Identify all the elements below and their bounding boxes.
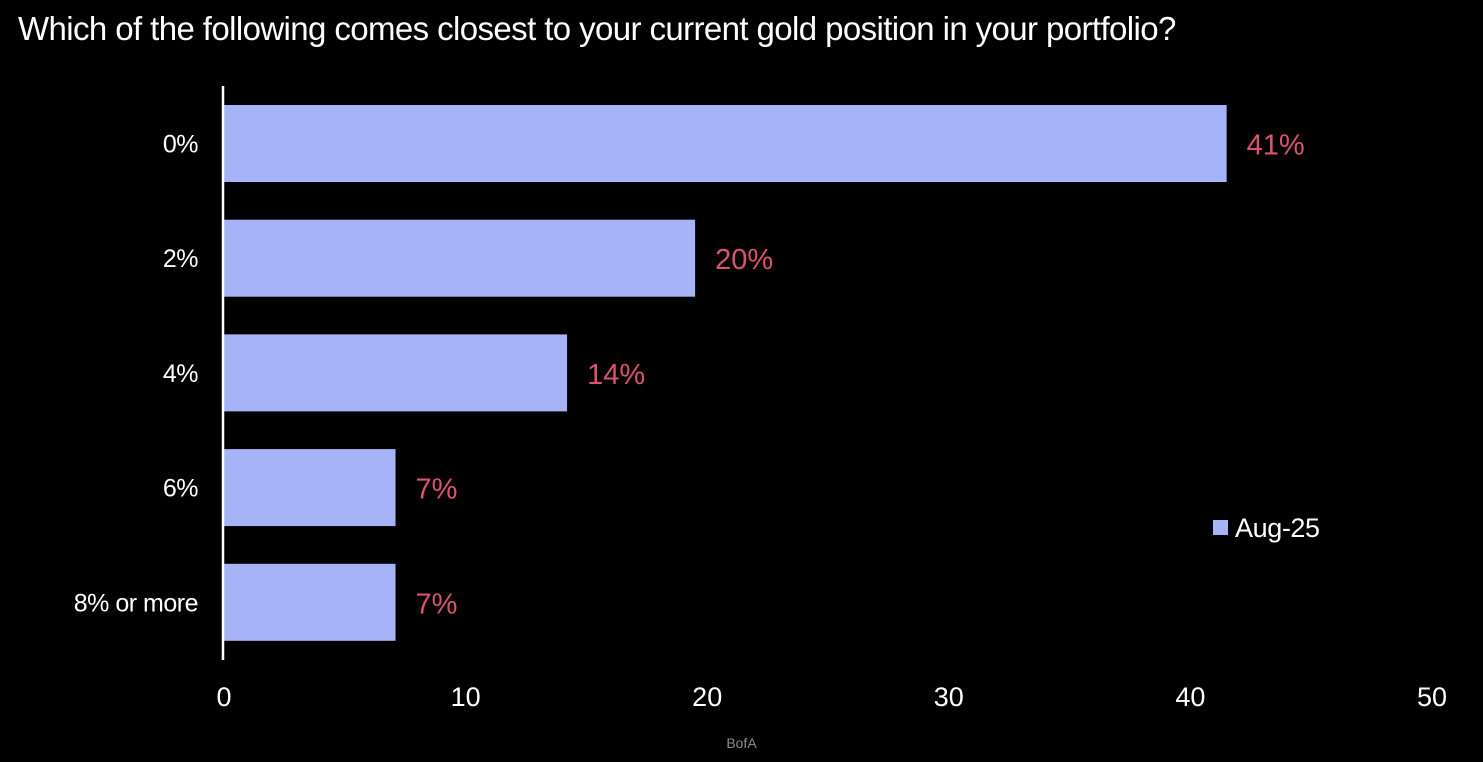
x-tick-label-3: 30: [934, 682, 964, 712]
data-label-1: 20%: [715, 244, 773, 276]
category-label-4: 8% or more: [74, 589, 198, 617]
source-note: BofA: [726, 735, 757, 751]
bar-0: [224, 105, 1227, 182]
category-label-1: 2%: [163, 245, 198, 273]
labels-layer: 0% 41% 2% 20% 4% 14% 6% 7% 8% or more 7%: [74, 130, 1305, 621]
legend-swatch: [1213, 520, 1228, 535]
data-label-3: 7%: [416, 474, 458, 506]
axis-layer: 0 10 20 30 40 50: [216, 86, 1447, 712]
data-label-2: 14%: [587, 359, 645, 391]
bar-1: [224, 219, 696, 297]
legend-label: Aug-25: [1235, 513, 1320, 543]
x-tick-label-2: 20: [692, 682, 722, 712]
bars-layer: [224, 105, 1227, 641]
category-label-3: 6%: [163, 475, 198, 503]
category-label-0: 0%: [163, 131, 198, 159]
x-tick-label-1: 10: [451, 682, 481, 712]
data-label-4: 7%: [416, 588, 458, 620]
bar-2: [224, 334, 568, 412]
chart-title: Which of the following comes closest to …: [18, 10, 1176, 47]
x-tick-label-5: 50: [1417, 682, 1447, 712]
x-tick-label-0: 0: [216, 682, 231, 712]
category-label-2: 4%: [163, 360, 198, 388]
bar-3: [224, 449, 396, 527]
legend: Aug-25: [1213, 513, 1320, 543]
data-label-0: 41%: [1247, 130, 1305, 162]
bar-4: [224, 563, 396, 641]
x-tick-label-4: 40: [1175, 682, 1205, 712]
